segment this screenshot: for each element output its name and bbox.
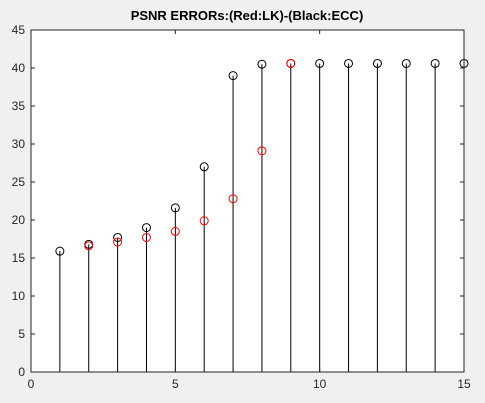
ecc-marker: [315, 58, 325, 68]
y-tick-label: 20: [12, 213, 26, 227]
lk-marker: [170, 226, 180, 236]
lk-marker: [286, 58, 296, 68]
ecc-marker: [55, 246, 65, 256]
ecc-marker: [430, 58, 440, 68]
lk-marker: [257, 146, 267, 156]
y-tick-label: 10: [12, 289, 26, 303]
lk-marker: [84, 241, 94, 251]
y-tick-label: 30: [12, 137, 26, 151]
ecc-marker: [199, 162, 209, 172]
x-tick-label: 15: [457, 377, 471, 391]
x-tick-label: 0: [28, 377, 35, 391]
y-tick-label: 25: [12, 175, 26, 189]
y-tick-label: 45: [12, 23, 26, 37]
stems-layer: [59, 63, 465, 372]
y-tick-label: 15: [12, 251, 26, 265]
lk-marker: [141, 232, 151, 242]
ecc-marker: [113, 232, 123, 242]
ecc-marker: [257, 59, 267, 69]
y-tick-label: 40: [12, 61, 26, 75]
axes-box: [30, 29, 465, 373]
y-tick-label: 5: [18, 327, 25, 341]
plot-area: [31, 30, 464, 372]
y-axis: 0 5 10 15 20 25 30 35 40 45: [12, 23, 464, 379]
lk-marker: [228, 194, 238, 204]
x-tick-label: 10: [313, 377, 327, 391]
ecc-marker: [401, 58, 411, 68]
chart-title: PSNR ERRORs:(Red:LK)-(Black:ECC): [131, 8, 364, 23]
y-tick-label: 35: [12, 99, 26, 113]
ecc-marker: [372, 58, 382, 68]
ecc-marker: [141, 223, 151, 233]
markers-layer: [55, 58, 469, 256]
ecc-marker: [170, 203, 180, 213]
ecc-marker: [344, 58, 354, 68]
lk-marker: [113, 237, 123, 247]
lk-marker: [199, 216, 209, 226]
x-tick-label: 5: [172, 377, 179, 391]
y-tick-label: 0: [18, 365, 25, 379]
ecc-marker: [228, 71, 238, 81]
x-axis: 0 5 10 15: [28, 30, 471, 391]
